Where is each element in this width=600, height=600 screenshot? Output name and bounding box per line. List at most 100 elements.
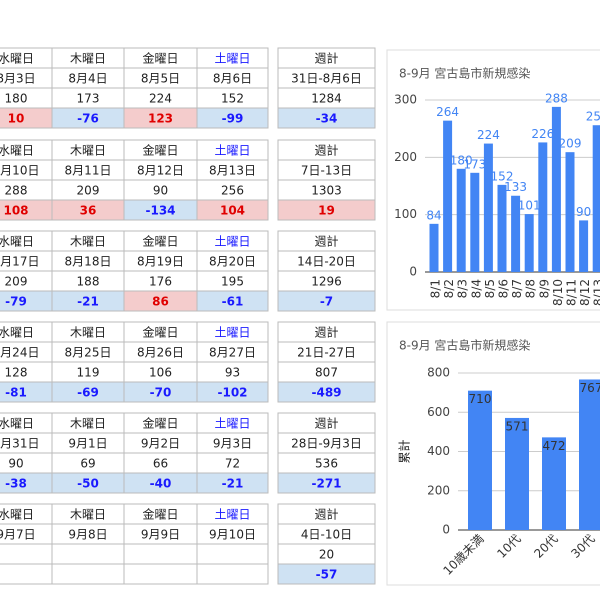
cell-text: 36 [80,204,97,218]
cell-text: 10 [8,112,25,126]
y-tick-label: 800 [427,366,450,380]
cell-text: 木曜日 [70,52,106,66]
cell-text: 週計 [314,507,338,522]
cell-text: 金曜日 [142,416,178,431]
cell-text: -50 [77,477,99,491]
chart-frame [386,49,600,311]
cell-text: 4日-10日 [301,528,352,542]
bar [483,143,493,272]
cell-text: 木曜日 [70,508,106,522]
table-cell [196,472,269,494]
data-label: 571 [506,419,529,433]
chart-title: 8-9月 宮古島市新規感染 [399,338,530,353]
data-label: 472 [543,439,566,453]
cell-text: 256 [221,184,244,198]
cell-text: 金曜日 [142,234,178,249]
table-cell [0,563,53,585]
cell-text: 金曜日 [142,51,178,66]
x-tick-label: 8/9 [537,279,551,298]
bar [456,168,466,272]
cell-text: 180 [5,92,28,106]
cell-text: -99 [222,112,244,126]
cell-text: 8月12日 [137,164,184,178]
cell-text: 土曜日 [214,508,250,522]
bar [579,220,589,272]
x-tick-label: 8/11 [565,279,579,306]
cell-text: 土曜日 [214,417,250,431]
cell-text: 週計 [314,234,338,249]
x-tick-label: 8/6 [497,279,511,298]
bar [565,152,575,272]
table-cell [277,290,376,312]
cell-text: 土曜日 [214,144,250,158]
cell-text: 7日-13日 [301,164,352,178]
table-cell [277,107,376,129]
cell-text: 9月7日 [0,528,36,542]
data-label: 256 [586,110,600,124]
cell-text: 8月10日 [0,164,39,178]
data-label: 767 [580,381,600,395]
cell-text: -102 [217,386,247,400]
cell-text: 93 [225,366,240,380]
cell-text: -271 [311,477,341,491]
bar [505,417,529,530]
data-label: 180 [450,153,473,167]
x-tick-label: 8/10 [551,279,565,306]
cell-text: 28日-9月3日 [291,437,362,451]
table-cell [196,107,269,129]
cell-text: 8月17日 [0,255,39,269]
cell-text: 8月5日 [141,72,180,86]
x-tick-label: 8/13 [592,279,600,306]
cell-text: 土曜日 [214,52,250,66]
cell-text: 週計 [314,143,338,158]
cell-text: -69 [77,386,99,400]
cell-text: 8月19日 [137,255,184,269]
table-cell [277,472,376,494]
cell-text: -34 [316,112,338,126]
cell-text: -61 [222,295,244,309]
cell-text: -21 [222,477,244,491]
data-label: 288 [545,91,568,105]
table-cell [196,199,269,221]
cell-text: 8月18日 [65,255,112,269]
cell-text: 66 [153,457,168,471]
y-tick-label: 0 [442,523,450,537]
cell-text: 週計 [314,51,338,66]
cell-text: 176 [149,275,172,289]
cell-text: 木曜日 [70,144,106,158]
table-cell [123,563,198,585]
data-label: 710 [469,392,492,406]
table-cell [123,543,198,565]
cell-text: 9月1日 [68,437,107,451]
cell-text: 水曜日 [0,508,34,522]
cell-text: 水曜日 [0,417,34,431]
bar [468,390,492,530]
cell-text: 209 [5,275,28,289]
cell-text: 8月24日 [0,346,39,360]
table-cell [277,381,376,403]
cell-text: 8月20日 [209,255,256,269]
chart-title: 8-9月 宮古島市新規感染 [399,66,530,81]
cell-text: 9月2日 [141,437,180,451]
cell-text: 195 [221,275,244,289]
chart-frame [386,321,600,586]
y-tick-label: 600 [427,405,450,419]
cell-text: 173 [77,92,100,106]
y-tick-label: 0 [409,265,417,279]
table-cell [196,563,269,585]
cell-text: 288 [5,184,28,198]
cell-text: 188 [77,275,100,289]
data-label: 101 [518,199,541,213]
data-label: 224 [477,128,500,142]
bar [524,214,534,272]
table-cell [277,563,376,585]
cell-text: 9月9日 [141,528,180,542]
cell-text: 123 [148,112,173,126]
cell-text: -134 [145,204,175,218]
cell-text: 8月13日 [209,164,256,178]
cell-text: 8月11日 [65,164,112,178]
cell-text: -76 [77,112,99,126]
cell-text: -79 [5,295,27,309]
cell-text: 31日-8月6日 [291,72,362,86]
